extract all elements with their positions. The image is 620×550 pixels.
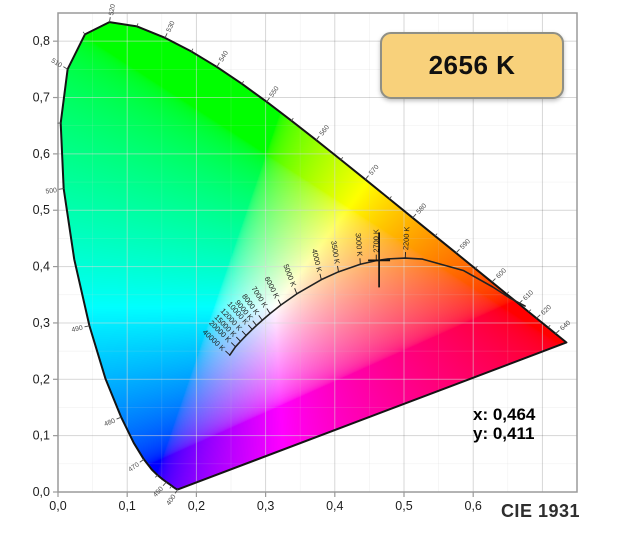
- wavelength-label: 550: [269, 85, 281, 98]
- y-axis-tick-label: 0,1: [33, 429, 50, 443]
- wavelength-tick: [315, 135, 320, 141]
- measurement-marker: [368, 232, 391, 288]
- temperature-tick: [225, 350, 231, 356]
- wavelength-tick: [58, 188, 64, 190]
- cct-badge-value: 2656 K: [428, 50, 516, 80]
- wavelength-label: 520: [108, 3, 117, 16]
- y-axis-tick-label: 0,3: [33, 316, 50, 330]
- temperature-tick: [230, 342, 236, 348]
- wavelength-label: 600: [495, 267, 508, 280]
- diagram-caption: CIE 1931: [500, 501, 580, 521]
- wavelength-tick: [84, 325, 90, 328]
- wavelength-minor-tick: [191, 48, 194, 52]
- wavelength-minor-tick: [389, 196, 392, 200]
- temperature-tick: [241, 330, 247, 336]
- y-axis-tick-label: 0,6: [33, 147, 50, 161]
- wavelength-label: 610: [522, 289, 535, 302]
- wavelength-minor-tick: [241, 80, 244, 85]
- x-axis-tick-label: 0,2: [188, 499, 205, 513]
- x-axis-tick-label: 0,6: [465, 499, 482, 513]
- wavelength-label: 530: [166, 20, 177, 33]
- temperature-tick: [247, 324, 253, 330]
- wavelength-tick: [116, 416, 122, 420]
- wavelength-tick: [162, 481, 167, 487]
- temperature-tick: [235, 336, 241, 342]
- wavelength-tick: [455, 249, 460, 254]
- wavelength-minor-tick: [169, 485, 173, 489]
- wavelength-label: 450: [152, 485, 165, 498]
- wavelength-label: 500: [45, 187, 57, 196]
- wavelength-label: 640: [559, 319, 572, 332]
- readout-y-value: y: 0,411: [473, 424, 535, 443]
- y-axis-tick-label: 0,0: [33, 485, 50, 499]
- wavelength-minor-tick: [291, 117, 294, 121]
- x-axis-tick-label: 0,1: [119, 499, 136, 513]
- wavelength-tick: [216, 62, 220, 68]
- wavelength-tick: [63, 66, 68, 70]
- temperature-tick: [319, 273, 322, 280]
- wavelength-minor-tick: [154, 474, 158, 478]
- xy-coordinate-readout: x: 0,464 y: 0,411: [473, 405, 535, 443]
- wavelength-minor-tick: [82, 31, 86, 35]
- x-axis-tick-label: 0,3: [257, 499, 274, 513]
- wavelength-tick: [108, 17, 111, 23]
- wavelength-tick: [364, 175, 369, 180]
- wavelength-tick: [412, 213, 417, 219]
- wavelength-label: 480: [103, 417, 116, 428]
- wavelength-minor-tick: [136, 23, 139, 27]
- axes: 0,0 0,1 0,2 0,3 0,4 0,5 0,6 0,0 0,1 0,2 0,3 0,4 0,5 0…: [33, 34, 482, 513]
- wavelength-tick: [266, 97, 270, 103]
- wavelength-label: 590: [459, 238, 472, 251]
- y-axis-tick-label: 0,8: [33, 34, 50, 48]
- temperature-tick: [337, 265, 339, 272]
- wavelength-tick: [164, 33, 168, 39]
- wavelength-tick: [174, 489, 179, 494]
- y-axis-tick-label: 0,4: [33, 260, 50, 274]
- wavelength-tick: [536, 314, 541, 319]
- temperature-tick: [266, 308, 271, 314]
- wavelength-label: 490: [71, 325, 84, 334]
- wavelength-minor-tick: [506, 291, 510, 295]
- wavelength-tick: [555, 330, 560, 335]
- x-axis-tick-label: 0,4: [326, 499, 343, 513]
- temperature-tick: [294, 288, 298, 295]
- wavelength-minor-tick: [474, 265, 478, 269]
- x-axis-tick-label: 0,5: [395, 499, 412, 513]
- wavelength-label: 570: [368, 164, 381, 177]
- wavelength-minor-tick: [434, 233, 438, 237]
- temperature-label: 3500 K: [329, 240, 342, 265]
- y-axis-tick-label: 0,5: [33, 203, 50, 217]
- temperature-tick: [252, 320, 257, 326]
- temperature-label: 2200 K: [401, 226, 411, 250]
- wavelength-tick: [139, 459, 145, 463]
- wavelength-label: 580: [415, 202, 428, 215]
- wavelength-label: 400: [165, 493, 177, 506]
- plot-border: [57, 12, 578, 493]
- wavelength-label: 470: [127, 461, 140, 473]
- readout-x-value: x: 0,464: [473, 405, 536, 424]
- temperature-label: 3000 K: [354, 233, 365, 257]
- y-axis-tick-label: 0,7: [33, 91, 50, 105]
- wavelength-minor-tick: [528, 309, 532, 313]
- wavelength-tick: [491, 278, 496, 283]
- cct-badge: 2656 K: [380, 32, 564, 99]
- wavelength-label: 510: [50, 57, 64, 69]
- temperature-label: 4000 K: [310, 248, 324, 273]
- temperature-tick: [258, 315, 263, 321]
- wavelength-minor-tick: [340, 157, 344, 160]
- wavelength-label: 540: [218, 50, 230, 64]
- wavelength-minor-tick: [547, 324, 551, 328]
- temperature-label: 2700 K: [372, 229, 381, 252]
- y-axis-tick-label: 0,2: [33, 372, 50, 386]
- x-axis-tick-label: 0,0: [49, 499, 66, 513]
- temperature-tick: [277, 299, 282, 306]
